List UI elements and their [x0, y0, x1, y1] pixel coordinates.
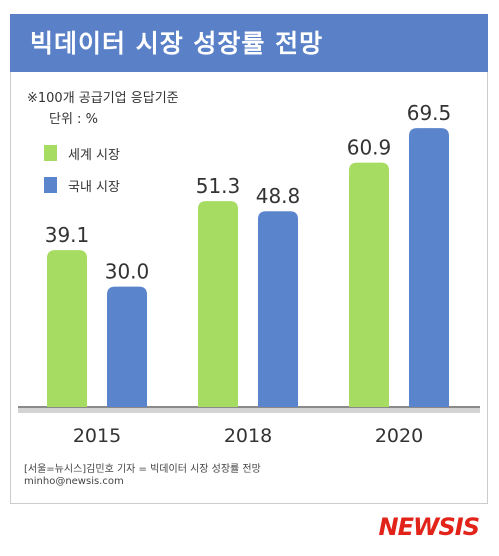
category-label-2020: 2020 — [375, 425, 423, 447]
value-label-domestic-2018: 48.8 — [256, 184, 301, 208]
axis-shadow — [18, 407, 480, 413]
category-label-2015: 2015 — [73, 425, 121, 447]
value-label-world-2020: 60.9 — [347, 136, 392, 160]
value-label-world-2018: 51.3 — [196, 174, 241, 198]
newsis-logo: NEWSIS — [378, 513, 480, 541]
basis-note: ※100개 공급기업 응답기준 — [27, 91, 179, 106]
bar-world-2015 — [47, 250, 87, 407]
source-email: minho@newsis.com — [24, 476, 124, 487]
legend-swatch-world — [44, 145, 57, 161]
title-bar — [10, 14, 488, 72]
bar-domestic-2015 — [107, 286, 147, 407]
source-credit: [서울=뉴시스]김민호 기자 = 빅데이터 시장 성장률 전망 — [24, 464, 261, 475]
value-label-world-2015: 39.1 — [45, 223, 90, 247]
value-label-domestic-2020: 69.5 — [407, 101, 452, 125]
bar-world-2018 — [198, 201, 238, 407]
value-label-domestic-2015: 30.0 — [105, 260, 150, 284]
category-label-2018: 2018 — [224, 425, 272, 447]
unit-note: 단위 : % — [49, 112, 98, 127]
bar-world-2020 — [349, 162, 389, 407]
legend-label-world: 세계 시장 — [68, 148, 120, 163]
legend-label-domestic: 국내 시장 — [68, 180, 120, 195]
bar-domestic-2018 — [258, 211, 298, 407]
legend-swatch-domestic — [44, 177, 57, 193]
bar-domestic-2020 — [409, 128, 449, 407]
chart-title: 빅데이터 시장 성장률 전망 — [30, 29, 324, 58]
